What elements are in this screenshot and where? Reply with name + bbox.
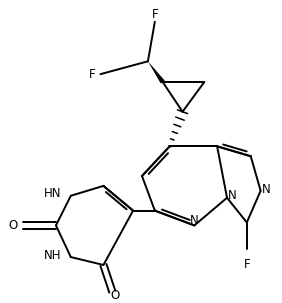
Text: HN: HN [43,187,61,200]
Text: N: N [228,189,236,202]
Text: O: O [8,219,17,232]
Text: O: O [111,289,120,302]
Polygon shape [148,61,165,84]
Text: F: F [243,258,250,271]
Text: NH: NH [43,248,61,261]
Text: F: F [89,68,96,81]
Text: N: N [190,214,199,227]
Text: F: F [151,8,158,21]
Text: N: N [262,183,271,196]
